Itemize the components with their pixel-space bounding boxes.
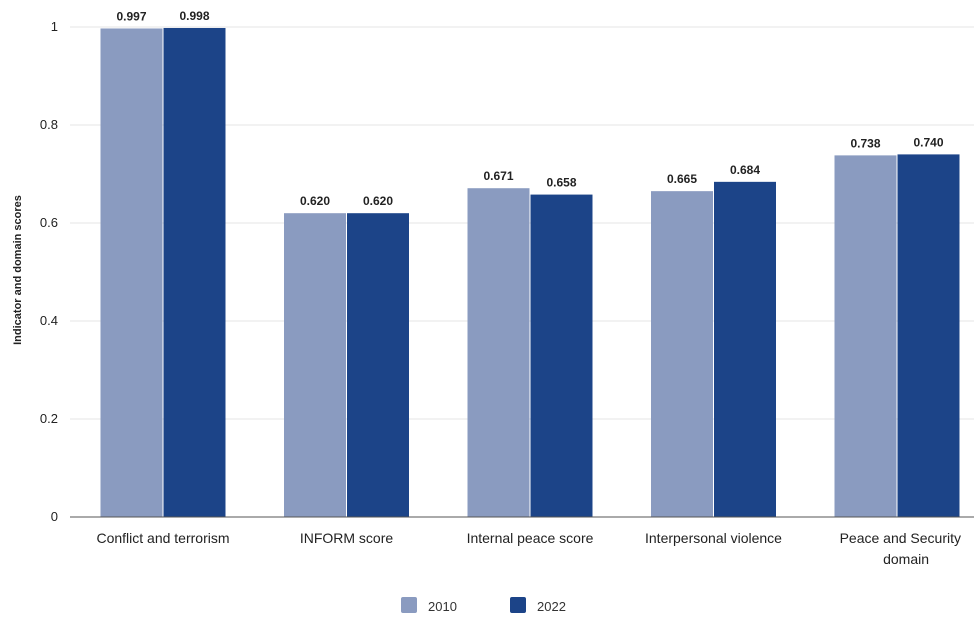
labels: 0.997 0.620 0.671 0.665 0.738 0.998 0.620 0.658… xyxy=(96,9,961,567)
y-axis-title: Indicator and domain scores xyxy=(12,195,24,345)
data-label: 0.671 xyxy=(483,169,513,183)
x-category-label: Internal peace score xyxy=(467,530,594,546)
y-tick-label: 0.6 xyxy=(40,215,58,230)
data-label: 0.738 xyxy=(850,136,880,150)
bar-2022-0 xyxy=(163,27,226,517)
x-category-label: Peace and Security xyxy=(840,530,961,546)
bar-2022-1 xyxy=(347,213,409,517)
legend-label-2022: 2022 xyxy=(537,599,566,614)
bar-2010-4 xyxy=(834,155,897,517)
x-category-label: Conflict and terrorism xyxy=(96,530,229,546)
bar-2010-0 xyxy=(100,28,163,517)
data-label: 0.998 xyxy=(179,9,209,23)
legend-swatch-2010 xyxy=(401,597,417,613)
data-label: 0.684 xyxy=(730,163,760,177)
legend-label-2010: 2010 xyxy=(428,599,457,614)
bar-2010-3 xyxy=(651,191,713,517)
data-label: 0.620 xyxy=(300,194,330,208)
y-tick-label: 0.8 xyxy=(40,117,58,132)
bars xyxy=(100,27,960,517)
x-category-label: INFORM score xyxy=(300,530,394,546)
data-label: 0.658 xyxy=(546,176,576,190)
bar-2010-1 xyxy=(284,213,346,517)
y-tick-label: 0.2 xyxy=(40,411,58,426)
y-tick-label: 1 xyxy=(51,19,58,34)
data-label: 0.665 xyxy=(667,172,697,186)
data-label: 0.997 xyxy=(116,9,146,23)
axes: 0 0.2 0.4 0.6 0.8 1 Indicator and domain score… xyxy=(12,19,974,524)
bar-2022-4 xyxy=(897,154,960,517)
legend-swatch-2022 xyxy=(510,597,526,613)
bar-2022-2 xyxy=(530,194,593,517)
bar-2010-2 xyxy=(467,188,530,517)
x-category-label: Interpersonal violence xyxy=(645,530,782,546)
bar-2022-3 xyxy=(714,181,776,517)
y-tick-label: 0 xyxy=(51,509,58,524)
y-tick-label: 0.4 xyxy=(40,313,58,328)
data-label: 0.740 xyxy=(913,135,943,149)
x-category-label: domain xyxy=(883,551,929,567)
data-label: 0.620 xyxy=(363,194,393,208)
legend: 2010 2022 xyxy=(401,597,566,614)
